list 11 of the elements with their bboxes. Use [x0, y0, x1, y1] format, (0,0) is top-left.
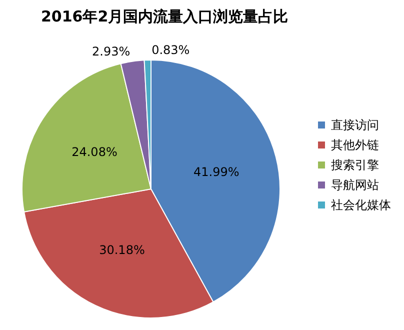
legend-label: 直接访问: [331, 118, 379, 132]
chart-title: 2016年2月国内流量入口浏览量占比: [41, 8, 288, 26]
legend-label: 搜索引擎: [331, 158, 379, 172]
data-label: 2.93%: [92, 44, 130, 58]
legend-label: 社会化媒体: [331, 198, 391, 212]
legend-label: 其他外链: [331, 138, 379, 152]
legend-label: 导航网站: [331, 178, 379, 192]
data-label: 24.08%: [72, 145, 118, 160]
data-label: 30.18%: [99, 242, 145, 257]
data-label: 0.83%: [152, 43, 190, 58]
data-label: 41.99%: [193, 165, 240, 180]
